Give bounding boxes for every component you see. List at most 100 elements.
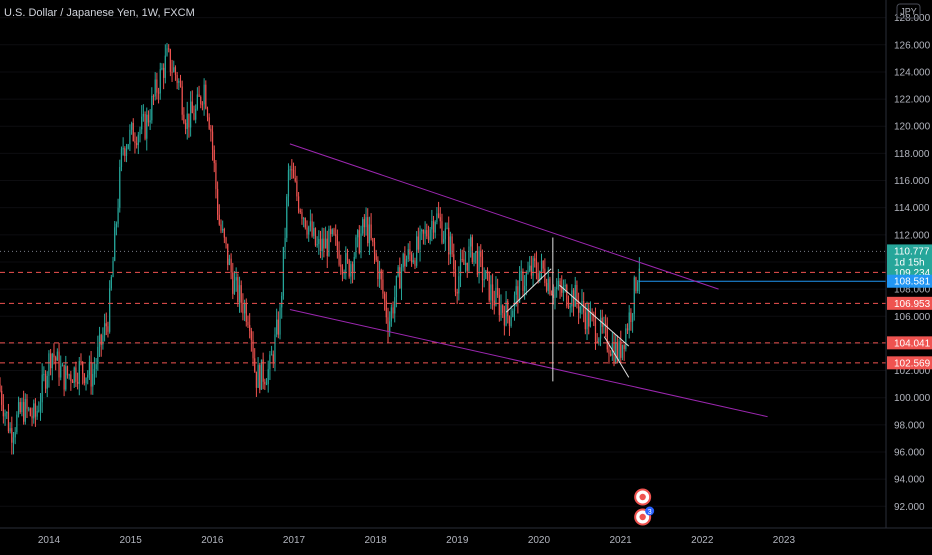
candle-body — [291, 169, 293, 171]
candle-body — [23, 402, 25, 422]
candle-body — [147, 114, 150, 123]
candle-body — [146, 114, 148, 139]
candle-body — [638, 268, 640, 283]
candle-body — [404, 253, 406, 267]
candle-body — [630, 312, 632, 323]
candle-body — [463, 259, 465, 265]
candle-body — [468, 246, 470, 271]
candle-body — [297, 196, 300, 211]
candle-body — [564, 285, 566, 287]
candle-body — [367, 217, 369, 244]
candle-body — [557, 280, 559, 288]
candle-body — [250, 330, 252, 341]
candle-body — [569, 306, 571, 308]
candle-body — [540, 260, 543, 271]
candle-body — [200, 96, 202, 105]
candle-body — [535, 260, 538, 274]
candle-body — [141, 116, 143, 130]
candle-body — [235, 277, 237, 281]
candle-body — [350, 264, 352, 277]
candle-body — [616, 342, 619, 360]
target-event-marker[interactable] — [634, 488, 652, 506]
candle-body — [508, 316, 511, 326]
candle-body — [233, 280, 236, 294]
candle-body — [60, 366, 62, 378]
flag-event-marker[interactable]: 3 — [634, 506, 655, 526]
candle-body — [596, 340, 598, 343]
candle-body — [198, 94, 200, 97]
candle-body — [606, 325, 608, 350]
trendline-flag-upper[interactable] — [559, 284, 630, 347]
candle-body — [36, 410, 38, 417]
candle-body — [441, 221, 443, 243]
x-tick-label: 2017 — [283, 535, 306, 546]
candle-body — [446, 227, 448, 229]
candle-body — [58, 351, 60, 378]
candle-body — [335, 234, 337, 237]
candle-body — [628, 312, 630, 331]
candle-body — [237, 277, 239, 303]
candle-body — [254, 358, 256, 372]
candle-body — [637, 282, 639, 291]
candle-body — [578, 301, 580, 313]
price-label-bg — [887, 274, 932, 288]
candle-body — [309, 221, 311, 227]
candle-body — [481, 256, 484, 281]
candle-body — [73, 367, 75, 384]
candle-body — [417, 236, 419, 250]
candle-body — [44, 374, 47, 389]
candle-body — [11, 428, 13, 443]
candle-body — [318, 238, 320, 245]
candle-body — [144, 113, 146, 139]
currency-badge[interactable]: JPY — [896, 3, 921, 19]
candle-body — [384, 293, 386, 301]
candle-body — [21, 402, 23, 412]
candle-body — [459, 259, 462, 277]
candle-body — [31, 415, 33, 419]
candle-body — [136, 143, 138, 146]
candle-body — [217, 188, 219, 215]
candle-body — [78, 361, 80, 384]
candle-body — [493, 300, 495, 306]
trendline-channel-top[interactable] — [289, 143, 719, 290]
candle-body — [365, 217, 367, 228]
candle-body — [537, 273, 539, 281]
candle-body — [556, 287, 558, 290]
candle-body — [333, 229, 335, 235]
candle-body — [432, 220, 435, 233]
candle-body — [211, 131, 214, 150]
trendline-wedge-left[interactable] — [505, 268, 552, 313]
trendline-flag-lower[interactable] — [603, 336, 630, 378]
candle-body — [355, 237, 357, 257]
candle-body — [539, 270, 541, 281]
candle-body — [53, 353, 55, 358]
candle-body — [92, 373, 94, 387]
candle-body — [319, 238, 322, 252]
candle-body — [490, 284, 492, 301]
candle-body — [55, 357, 57, 361]
trendline-channel-bottom[interactable] — [289, 308, 768, 418]
candle-body — [321, 238, 323, 252]
candle-body — [382, 279, 384, 294]
x-tick-label: 2014 — [38, 535, 61, 546]
candle-body — [174, 67, 177, 75]
candle-body — [456, 291, 458, 294]
price-label-bg — [887, 244, 932, 269]
candle-body — [230, 258, 232, 273]
candle-body — [289, 169, 291, 171]
candle-body — [473, 252, 475, 263]
candle-body — [222, 228, 224, 231]
candle-body — [257, 365, 259, 388]
candle-body — [105, 323, 107, 327]
price-label-level: 104.041 — [887, 336, 932, 350]
candle-body — [409, 249, 411, 255]
candle-body — [265, 384, 268, 386]
candle-body — [169, 49, 171, 72]
candle-body — [161, 67, 163, 70]
candle-body — [610, 353, 612, 356]
chart-title: U.S. Dollar / Japanese Yen, 1W, FXCM — [4, 7, 195, 19]
y-tick-label: 124.000 — [894, 67, 931, 78]
price-label-bg — [887, 356, 932, 370]
